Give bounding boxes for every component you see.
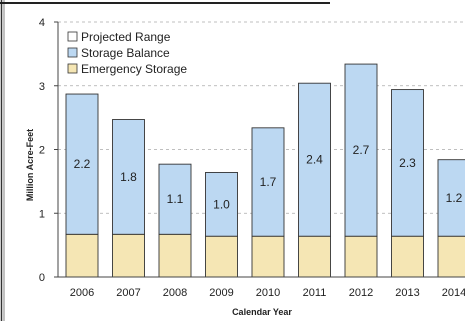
legend-swatch xyxy=(67,31,78,42)
x-tick-label: 2011 xyxy=(303,287,327,299)
bar-storage-balance xyxy=(251,127,285,237)
x-tick-label: 2013 xyxy=(395,287,419,299)
y-tick-label: 0 xyxy=(39,272,45,284)
data-label: 2.3 xyxy=(399,156,416,170)
data-label: 1.1 xyxy=(167,192,184,206)
bar-storage-balance xyxy=(158,163,192,235)
bar-emergency-storage xyxy=(298,235,331,278)
x-tick-label: 2012 xyxy=(349,287,373,299)
bar-emergency-storage xyxy=(437,235,465,278)
y-tick-label: 3 xyxy=(39,81,45,93)
bar-emergency-storage xyxy=(205,235,238,278)
y-tick-label: 1 xyxy=(39,208,45,220)
y-axis-title: Million Acre-Feet xyxy=(25,129,35,201)
data-label: 1.2 xyxy=(446,191,463,205)
legend-swatch xyxy=(67,63,78,74)
bar-storage-balance xyxy=(344,63,378,237)
y-tick-label: 4 xyxy=(39,17,45,29)
chart-frame xyxy=(0,0,330,321)
data-label: 1.0 xyxy=(213,197,230,211)
x-tick-label: 2014 xyxy=(442,287,465,299)
x-tick-label: 2010 xyxy=(256,287,280,299)
data-label: 2.2 xyxy=(74,157,91,171)
data-label: 2.7 xyxy=(353,143,370,157)
data-label: 2.4 xyxy=(306,153,323,167)
x-axis-title: Calendar Year xyxy=(232,307,292,317)
bar-storage-balance xyxy=(65,93,99,235)
x-tick-label: 2009 xyxy=(209,287,233,299)
bar-storage-balance xyxy=(112,119,145,235)
legend-label: Emergency Storage xyxy=(81,62,187,76)
bars: 2.2 1.8 1.1 1.0 1.7 2.4 2.7 2.3 1.2 xyxy=(65,63,465,278)
bar-emergency-storage xyxy=(344,235,378,278)
legend-label: Storage Balance xyxy=(81,46,170,60)
legend: Projected Range Storage Balance Emergency … xyxy=(67,30,187,76)
bar-storage-balance xyxy=(205,171,238,237)
x-tick-label: 2007 xyxy=(116,287,140,299)
bar-emergency-storage xyxy=(112,233,145,278)
bar-emergency-storage xyxy=(158,233,192,278)
y-tick-label: 2 xyxy=(39,145,45,157)
bar-storage-balance xyxy=(437,159,465,237)
data-label: 1.8 xyxy=(120,170,137,184)
axes: 0 1 2 3 4 2006 2007 2008 2009 2010 2011 2012 2013 201… xyxy=(39,17,465,299)
bar-emergency-storage xyxy=(391,235,424,278)
bar-storage-balance xyxy=(298,82,331,237)
bar-emergency-storage xyxy=(65,233,99,278)
data-label: 1.7 xyxy=(260,175,277,189)
x-tick-label: 2006 xyxy=(70,287,94,299)
x-tick-label: 2008 xyxy=(163,287,187,299)
bar-storage-balance xyxy=(391,89,424,237)
legend-label: Projected Range xyxy=(81,30,171,44)
legend-swatch xyxy=(67,47,78,58)
bar-emergency-storage xyxy=(251,235,285,278)
